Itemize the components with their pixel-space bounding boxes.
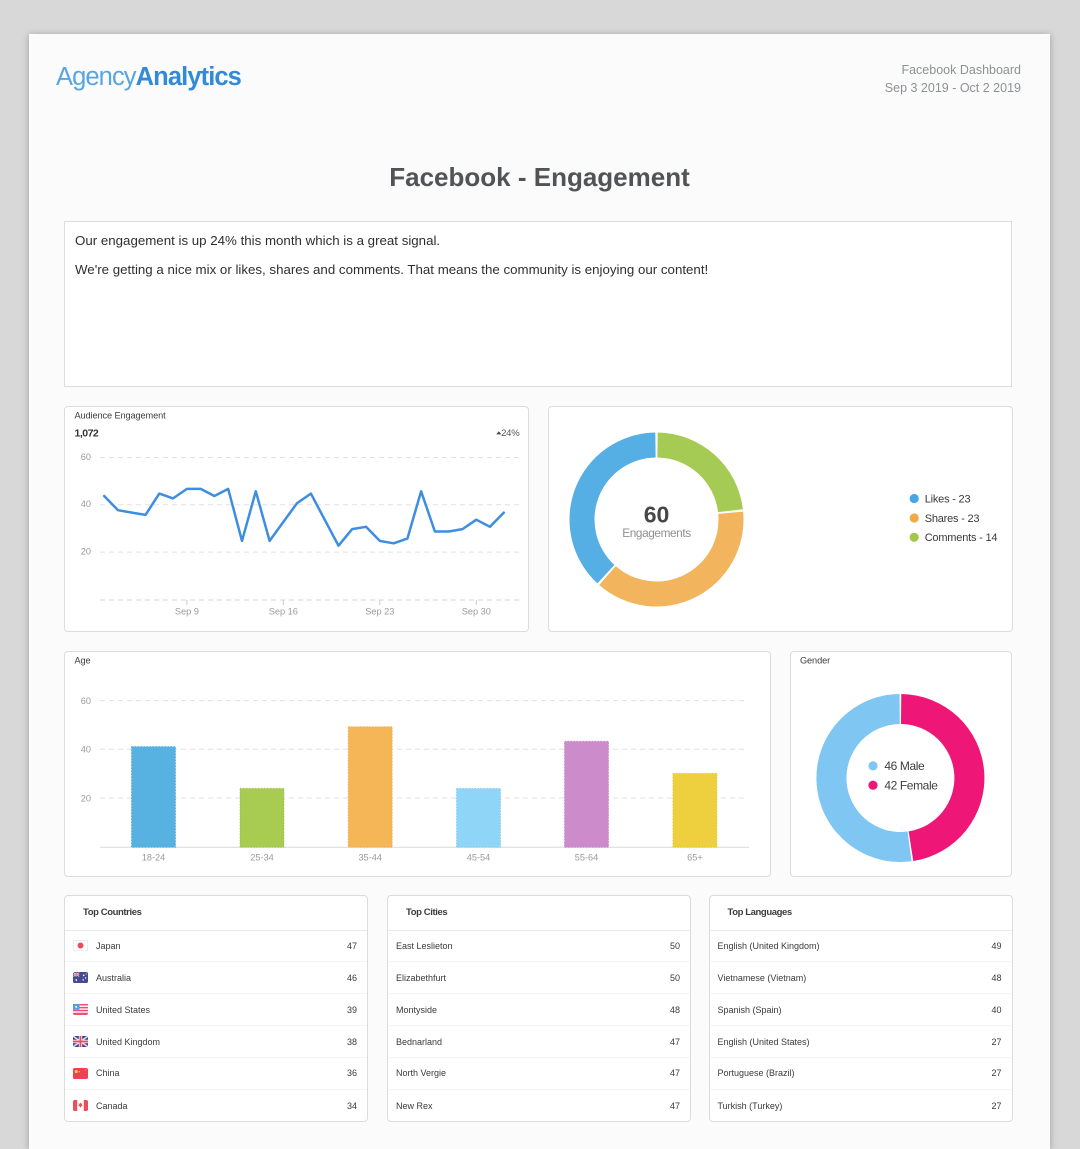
svg-text:Sep 23: Sep 23 — [365, 606, 394, 616]
svg-text:Shares - 23: Shares - 23 — [925, 512, 980, 524]
svg-text:18-24: 18-24 — [142, 853, 166, 863]
svg-text:Likes - 23: Likes - 23 — [925, 493, 971, 505]
svg-text:Comments - 14: Comments - 14 — [925, 532, 998, 544]
svg-text:25-34: 25-34 — [250, 853, 274, 863]
svg-text:20: 20 — [81, 793, 91, 803]
svg-text:24%: 24% — [501, 428, 520, 439]
svg-text:Sep 16: Sep 16 — [269, 606, 298, 616]
svg-text:Sep 9: Sep 9 — [175, 606, 199, 616]
svg-text:60: 60 — [81, 451, 91, 461]
svg-text:1,072: 1,072 — [75, 427, 99, 439]
svg-text:Audience Engagement: Audience Engagement — [75, 410, 167, 420]
svg-text:42 Female: 42 Female — [884, 779, 938, 793]
svg-text:Engagements: Engagements — [622, 526, 691, 540]
svg-text:Gender: Gender — [800, 655, 830, 665]
svg-text:60: 60 — [81, 696, 91, 706]
svg-text:Age: Age — [75, 655, 91, 665]
svg-text:60: 60 — [644, 501, 670, 527]
svg-text:20: 20 — [81, 546, 91, 556]
svg-text:35-44: 35-44 — [358, 853, 382, 863]
svg-text:46 Male: 46 Male — [884, 759, 925, 773]
svg-text:40: 40 — [81, 745, 91, 755]
svg-text:55-64: 55-64 — [575, 853, 599, 863]
svg-text:40: 40 — [81, 499, 91, 509]
svg-text:45-54: 45-54 — [467, 853, 491, 863]
svg-text:65+: 65+ — [687, 853, 703, 863]
svg-text:Sep 30: Sep 30 — [462, 606, 491, 616]
